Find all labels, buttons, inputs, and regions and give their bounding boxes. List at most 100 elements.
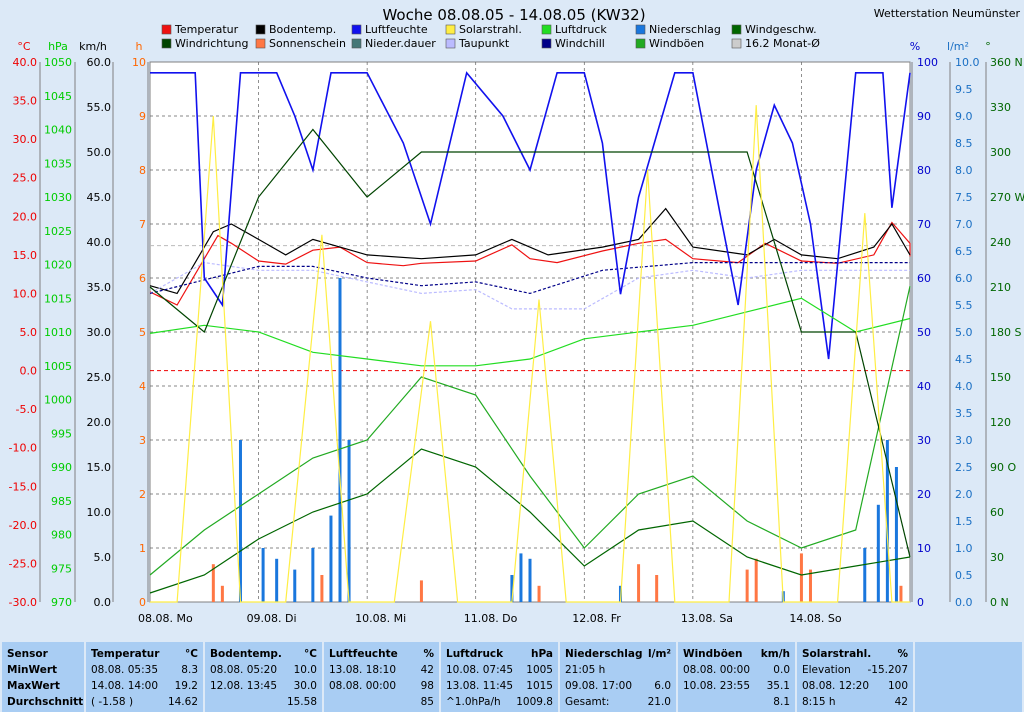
axis-tick-label-rain: 2.5: [955, 461, 973, 474]
axis-tick-label-hours: 8: [139, 164, 146, 177]
station-name: Wetterstation Neumünster: [874, 7, 1021, 20]
x-tick-label: 14.08. So: [789, 612, 841, 625]
legend-label: Windchill: [555, 37, 605, 50]
bar-sonnenschein: [637, 564, 641, 602]
summary-col-title: Temperatur: [91, 648, 160, 660]
bar-sonnenschein: [899, 585, 903, 602]
summary-col-unit: hPa: [531, 648, 553, 660]
series-line-luftdruck: [149, 297, 911, 367]
axis-tick-label-temp: 15.0: [13, 249, 38, 262]
axis-tick-label-hours: 4: [139, 380, 146, 393]
summary-cell-label: 13.08. 18:10: [329, 664, 396, 676]
axis-tick-label-temp: 5.0: [20, 326, 38, 339]
legend-label: Temperatur: [174, 23, 239, 36]
axis-tick-label-temp: -5.0: [16, 403, 37, 416]
axis-tick-label-wind: 20.0: [87, 416, 112, 429]
summary-cell-row: 15.58: [210, 694, 317, 710]
summary-cell-row: 21:05 h: [565, 662, 671, 678]
summary-cell-row: ^1.0hPa/h 1009.8: [446, 694, 553, 710]
legend-label: Taupunkt: [458, 37, 510, 50]
bar-niederschlag: [885, 440, 889, 602]
axis-tick-label-direction: 0 N: [990, 596, 1009, 609]
summary-table: Sensor MinWert MaxWert Durchschnitt Temp…: [0, 640, 1024, 712]
axis-tick-label-rain: 5.0: [955, 326, 973, 339]
series-line-temperatur: [149, 221, 911, 306]
legend-label: Nieder.dauer: [365, 37, 436, 50]
summary-row-label: MaxWert: [7, 678, 79, 694]
legend-swatch: [541, 24, 552, 35]
summary-cell-value: 14.62: [167, 696, 198, 708]
axis-tick-label-pressure: 1035: [44, 157, 72, 170]
bar-sonnenschein: [220, 585, 224, 602]
x-tick-label: 11.08. Do: [464, 612, 518, 625]
axis-tick-label-wind: 5.0: [94, 551, 112, 564]
axis-tick-label-temp: -15.0: [9, 480, 37, 493]
series-line-windrichtung: [149, 128, 911, 558]
summary-col-header: Luftfeuchte%: [329, 646, 434, 662]
summary-cell-label: ( -1.58 ): [91, 696, 134, 708]
legend-swatch: [635, 38, 646, 49]
axis-tick-label-wind: 40.0: [87, 236, 112, 249]
axis-tick-label-humidity: 80: [917, 164, 931, 177]
bar-sonnenschein: [320, 575, 324, 602]
summary-col-title: Windböen: [683, 648, 743, 660]
summary-cell-value: 19.2: [174, 680, 198, 692]
summary-cell-row: Elevation -15.207: [802, 662, 908, 678]
bar-niederschlag: [261, 548, 265, 602]
summary-cell-row: 85: [329, 694, 434, 710]
axis-tick-label-temp: -20.0: [9, 519, 37, 532]
axis-tick-label-temp: -25.0: [9, 557, 37, 570]
legend-label: Sonnenschein: [269, 37, 346, 50]
summary-col-title: Luftfeuchte: [329, 648, 398, 660]
axis-tick-label-pressure: 985: [51, 495, 72, 508]
axis-tick-label-hours: 7: [139, 218, 146, 231]
axis-unit-rain: l/m²: [947, 40, 969, 53]
summary-col-header: Windböen km/h: [683, 646, 790, 662]
axis-tick-label-wind: 60.0: [87, 56, 112, 69]
summary-cell-label: 21:05 h: [565, 664, 606, 676]
axis-tick-label-rain: 3.0: [955, 434, 973, 447]
summary-cell-value: 1005: [526, 664, 553, 676]
axis-tick-label-wind: 25.0: [87, 371, 112, 384]
series-line-taupunkt: [149, 261, 910, 310]
legend-swatch: [445, 38, 456, 49]
axis-tick-label-rain: 1.5: [955, 515, 973, 528]
summary-cell-value: 15.58: [286, 696, 317, 708]
axis-unit-hours: h: [136, 40, 143, 53]
axis-tick-label-pressure: 1045: [44, 90, 72, 103]
summary-cell-value: 35.1: [766, 680, 790, 692]
axis-tick-label-hours: 1: [139, 542, 146, 555]
axis-tick-label-temp: 0.0: [20, 365, 38, 378]
summary-col-luftfeuchte: Luftfeuchte% 13.08. 18:10 42 08.08. 00:00 98…: [324, 642, 439, 712]
summary-col-unit: °C: [185, 648, 198, 660]
axis-tick-label-rain: 7.5: [955, 191, 973, 204]
axis-tick-label-humidity: 100: [917, 56, 938, 69]
summary-cell-value: 0.0: [773, 664, 790, 676]
bar-niederschlag: [876, 504, 880, 602]
summary-cell-label: 14.08. 14:00: [91, 680, 158, 692]
axis-tick-label-temp: -30.0: [9, 596, 37, 609]
summary-row-label-text: MaxWert: [7, 680, 60, 692]
bar-niederschlag: [311, 548, 315, 602]
summary-cell-row: 08.08. 05:35 8.3: [91, 662, 198, 678]
summary-cell-label: 10.08. 23:55: [683, 680, 750, 692]
summary-cell-label: 10.08. 07:45: [446, 664, 513, 676]
x-tick-label: 12.08. Fr: [572, 612, 621, 625]
axis-tick-label-pressure: 1010: [44, 326, 72, 339]
bar-niederschlag: [528, 558, 532, 602]
axis-tick-label-temp: -10.0: [9, 442, 37, 455]
legend-swatch: [255, 24, 266, 35]
axis-tick-label-direction: 300: [990, 146, 1011, 159]
legend-swatch: [731, 38, 742, 49]
series-line-windgeschw-: [149, 448, 911, 594]
axis-tick-label-direction: 330: [990, 101, 1011, 114]
bar-sonnenschein: [419, 580, 423, 602]
summary-col-header: Bodentemp. °C: [210, 646, 317, 662]
axis-tick-label-rain: 6.5: [955, 245, 973, 258]
axis-tick-label-rain: 10.0: [955, 56, 980, 69]
summary-cell-label: 08.08. 00:00: [329, 680, 396, 692]
series-line-windchill: [149, 262, 910, 295]
series-line-solarstrahl-: [150, 105, 910, 603]
axis-tick-label-humidity: 10: [917, 542, 931, 555]
axis-tick-label-humidity: 30: [917, 434, 931, 447]
